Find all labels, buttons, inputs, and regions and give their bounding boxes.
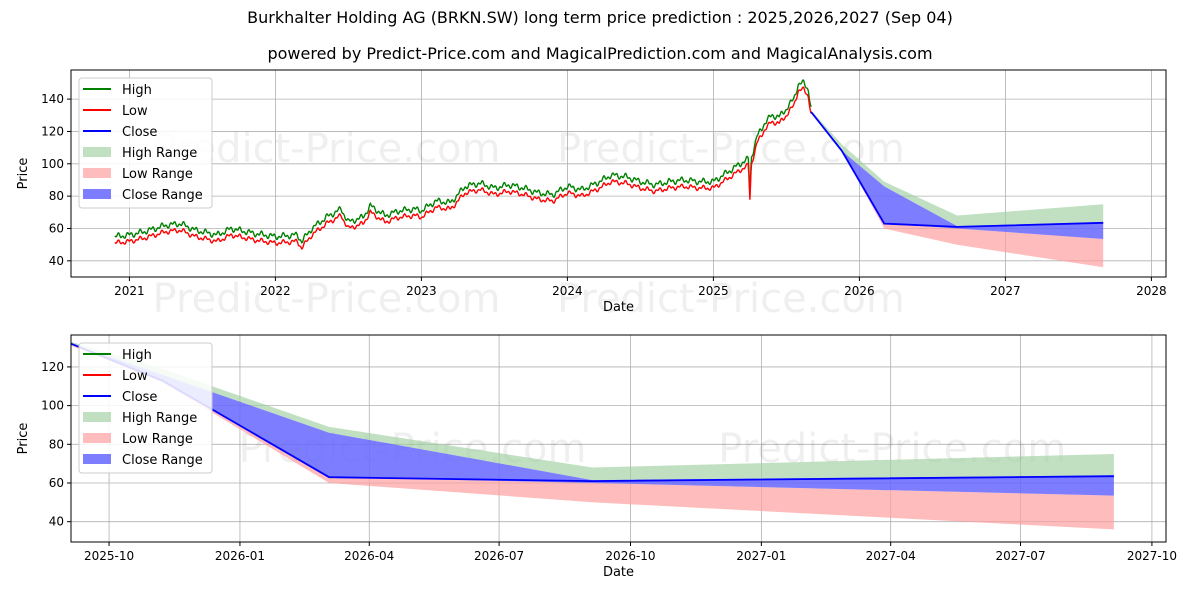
x-tick-label: 2027-04	[866, 549, 916, 563]
x-tick-label: 2023	[406, 284, 437, 298]
chart-subtitle: powered by Predict-Price.com and Magical…	[267, 44, 933, 63]
x-tick-label: 2027-07	[995, 549, 1045, 563]
x-tick-label: 2026-07	[474, 549, 524, 563]
legend-swatch	[83, 147, 111, 157]
x-tick-label: 2026	[844, 284, 875, 298]
high-range-band	[71, 341, 1114, 481]
legend-label: Close	[122, 390, 157, 405]
legend-box	[78, 77, 213, 209]
chart-title: Burkhalter Holding AG (BRKN.SW) long ter…	[247, 8, 953, 27]
y-tick-label: 100	[41, 157, 64, 171]
x-tick-label: 2026-10	[605, 549, 655, 563]
legend-swatch	[83, 189, 111, 199]
legend-swatch	[83, 168, 111, 178]
y-tick-label: 140	[41, 92, 64, 106]
legend-label: High	[122, 348, 152, 363]
x-tick-label: 2021	[114, 284, 145, 298]
legend-label: Low Range	[122, 432, 193, 447]
legend-label: High Range	[122, 146, 197, 161]
high-history-line	[114, 79, 812, 244]
close-range-band	[71, 343, 1114, 496]
legend-label: Close	[122, 125, 157, 140]
x-tick-label: 2026-01	[215, 549, 265, 563]
y-axis-label: Price	[16, 158, 31, 190]
watermark: Predict-Price.com	[153, 276, 501, 322]
low-range-band	[811, 112, 1104, 268]
high-range-band	[811, 110, 1104, 227]
x-tick-label: 2027-10	[1127, 549, 1177, 563]
y-tick-label: 60	[49, 221, 64, 235]
x-tick-label: 2027	[990, 284, 1021, 298]
low-history-line	[114, 86, 812, 250]
legend-swatch	[83, 454, 111, 464]
legend-label: Close Range	[122, 453, 203, 468]
x-tick-label: 2026-04	[344, 549, 394, 563]
x-tick-label: 2025-10	[84, 549, 134, 563]
x-tick-label: 2025	[698, 284, 729, 298]
x-tick-label: 2027-01	[736, 549, 786, 563]
legend-label: Low	[122, 104, 148, 119]
close-range-band	[811, 112, 1104, 239]
x-tick-label: 2028	[1136, 284, 1167, 298]
legend-label: High Range	[122, 411, 197, 426]
y-axis-label: Price	[16, 423, 31, 455]
y-tick-label: 40	[49, 254, 64, 268]
y-tick-label: 80	[49, 437, 64, 451]
axes-frame	[70, 69, 1167, 278]
y-tick-label: 120	[41, 124, 64, 138]
x-axis-label: Date	[603, 565, 634, 580]
low-range-band	[71, 343, 1114, 530]
close-forecast-line	[810, 111, 1104, 228]
x-axis-label: Date	[603, 300, 634, 315]
legend-label: Low	[122, 369, 148, 384]
y-tick-label: 80	[49, 189, 64, 203]
watermark: Predict-Price.com	[557, 276, 905, 322]
x-tick-label: 2022	[260, 284, 291, 298]
legend-label: High	[122, 83, 152, 98]
x-tick-label: 2024	[552, 284, 583, 298]
y-tick-label: 60	[49, 476, 64, 490]
legend-swatch	[83, 412, 111, 422]
y-tick-label: 120	[41, 360, 64, 374]
legend-box	[78, 342, 213, 474]
y-tick-label: 100	[41, 399, 64, 413]
plot-area	[114, 79, 1104, 268]
legend-label: Low Range	[122, 167, 193, 182]
legend-swatch	[83, 433, 111, 443]
y-tick-label: 40	[49, 515, 64, 529]
axes-frame	[70, 334, 1167, 543]
legend-label: Close Range	[122, 188, 203, 203]
